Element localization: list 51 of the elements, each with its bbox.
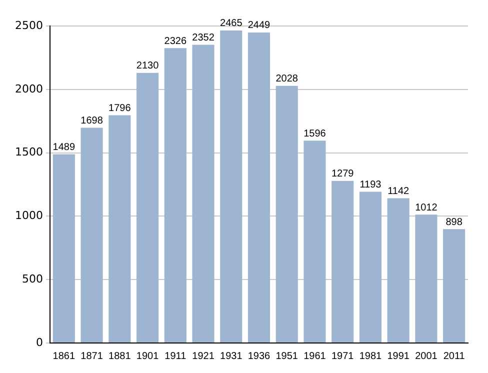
data-label: 2449	[248, 20, 271, 32]
x-tick-label: 1901	[136, 350, 160, 362]
x-tick-label: 1971	[331, 350, 354, 362]
x-tick-label: 1861	[52, 350, 76, 362]
x-tick-label: 1936	[248, 350, 271, 362]
data-label: 1279	[331, 168, 354, 180]
data-label: 2465	[220, 18, 243, 30]
x-tick-label: 1991	[387, 350, 410, 362]
bar	[304, 140, 326, 342]
data-label: 1142	[388, 186, 410, 197]
y-tick-label: 0	[36, 336, 43, 349]
bar	[387, 198, 410, 342]
bar	[108, 115, 131, 342]
x-tick-label: 2011	[443, 350, 466, 362]
data-label: 1596	[304, 128, 326, 140]
x-tick-label: 1911	[164, 350, 187, 362]
data-label: 2352	[192, 32, 215, 44]
x-tick-label: 1931	[220, 350, 243, 362]
bar	[248, 32, 270, 342]
bar	[80, 128, 103, 342]
bar	[164, 48, 186, 342]
data-label: 2326	[164, 36, 187, 47]
bar	[415, 214, 438, 342]
y-tick-label: 1500	[14, 146, 43, 159]
data-label: 1796	[108, 103, 132, 114]
bar	[443, 229, 466, 342]
data-label: 1698	[80, 115, 104, 126]
bar	[359, 192, 382, 342]
bar	[276, 86, 298, 342]
data-label: 1012	[415, 202, 438, 214]
x-tick-label: 1961	[304, 350, 326, 362]
x-tick-label: 1881	[108, 350, 132, 362]
x-tick-label: 1921	[192, 350, 215, 362]
bar	[220, 30, 242, 342]
bar	[192, 44, 214, 342]
y-tick-label: 1000	[14, 209, 43, 222]
x-tick-label: 2001	[415, 350, 438, 362]
bar	[52, 154, 75, 342]
data-label: 2028	[276, 74, 298, 85]
x-tick-label: 1871	[80, 350, 104, 362]
y-tick-label: 500	[22, 272, 43, 286]
bar	[136, 72, 159, 342]
data-label: 1193	[360, 179, 382, 190]
y-tick-label: 2000	[14, 82, 43, 96]
y-tick-label: 2500	[14, 18, 43, 32]
bar	[332, 180, 354, 342]
data-label: 898	[446, 216, 463, 228]
x-tick-label: 1951	[276, 350, 298, 362]
data-label: 1489	[52, 142, 76, 153]
x-tick-label: 1981	[359, 350, 382, 362]
data-label: 2130	[136, 60, 160, 72]
